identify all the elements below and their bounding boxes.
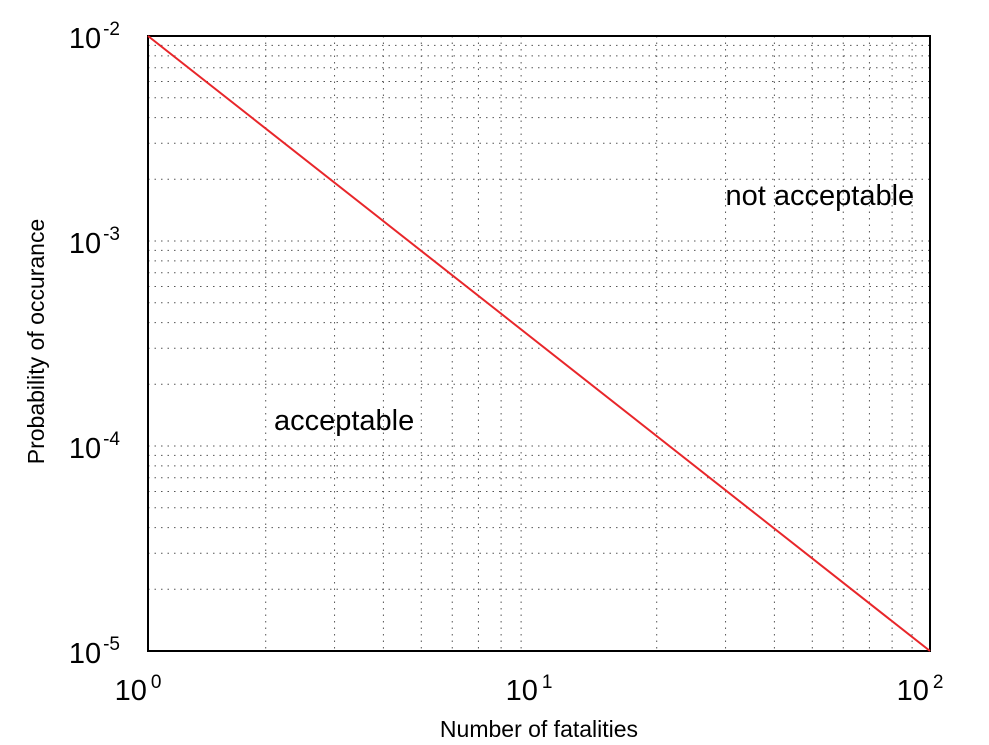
x-tick-label: 10 0 [115, 672, 162, 707]
annotations: not acceptable acceptable [274, 180, 914, 437]
tick-labels: 10 0 10 1 10 2 10 -2 10 -3 10 -4 10 -5 [69, 19, 944, 707]
x-tick-label: 10 1 [506, 672, 553, 707]
x-tick-label: 10 2 [897, 672, 944, 707]
annotation-acceptable: acceptable [274, 405, 414, 437]
y-tick-label: 10 -5 [69, 634, 120, 670]
y-tick-label: 10 -4 [69, 429, 121, 465]
y-tick-label: 10 -3 [69, 224, 120, 260]
series [147, 35, 931, 652]
x-axis-label: Number of fatalities [440, 716, 638, 742]
series-line [147, 35, 931, 652]
grid [148, 36, 930, 651]
annotation-not-acceptable: not acceptable [726, 180, 915, 212]
y-tick-label: 10 -2 [69, 19, 120, 55]
plot-frame [147, 35, 931, 652]
y-axis-label: Probability of occurance [23, 219, 49, 464]
